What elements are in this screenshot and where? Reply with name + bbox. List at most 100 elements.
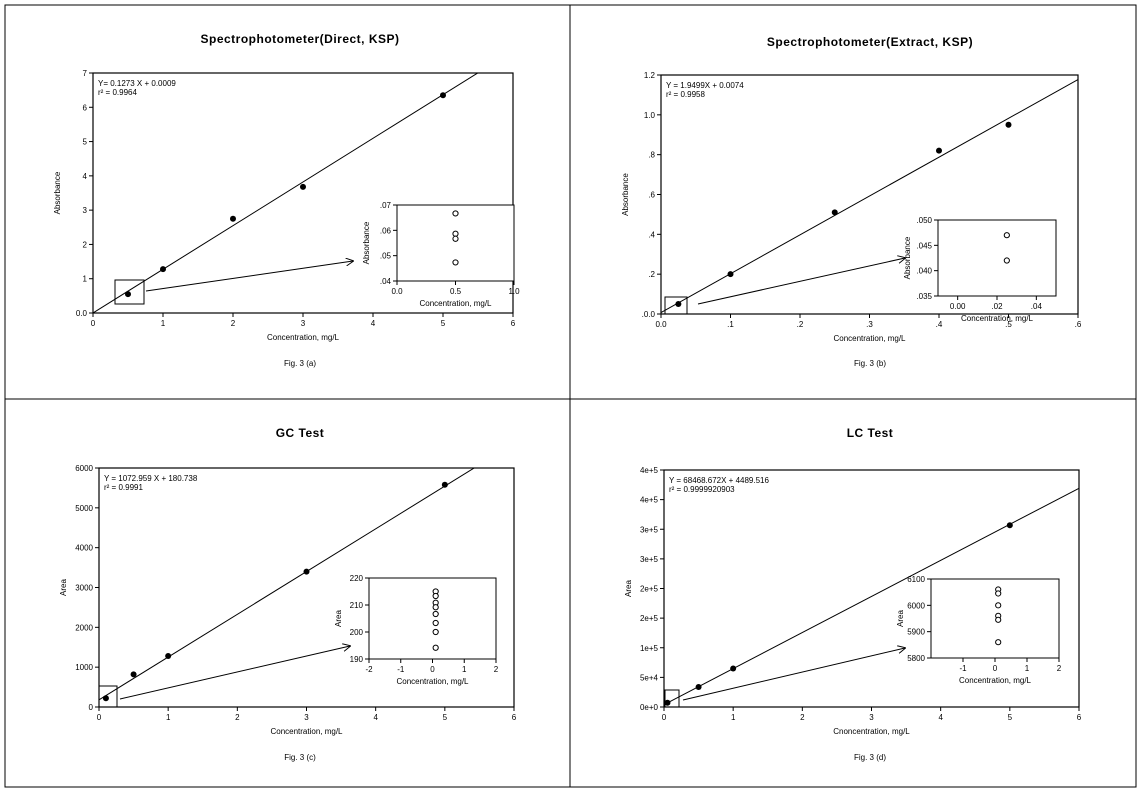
inset-background <box>369 578 496 659</box>
x-tick-label: 6 <box>511 319 516 328</box>
y-tick-label: 1 <box>83 275 88 284</box>
inset-y-tick-label: 6000 <box>907 601 925 610</box>
inset-x-tick-label: 1 <box>1025 664 1030 673</box>
y-tick-label: 3 <box>83 206 88 215</box>
inset-data-point <box>432 628 439 636</box>
y-tick-label: .2 <box>648 270 655 279</box>
zoom-arrow <box>145 261 353 292</box>
x-axis-label: Concentration, mg/L <box>267 333 340 342</box>
inset-x-tick-label: -2 <box>365 665 373 674</box>
zoom-box <box>664 689 680 708</box>
x-tick-label: 2 <box>235 713 240 722</box>
y-tick-label: 2000 <box>75 623 93 632</box>
data-point <box>695 683 702 690</box>
data-point <box>936 147 942 154</box>
data-point <box>730 665 737 672</box>
figure-caption: Fig. 3 (b) <box>854 359 886 368</box>
y-axis-label: Absorbance <box>53 171 62 214</box>
inset-x-tick-label: .02 <box>991 302 1003 311</box>
inset-data-point <box>995 602 1002 609</box>
inset-data-point <box>452 230 459 237</box>
y-tick-label: 4e+5 <box>640 466 659 475</box>
zoom-arrow <box>697 258 905 305</box>
regression-equation: Y = 1.9499X + 0.0074 <box>666 81 744 90</box>
inset-data-point <box>432 604 439 611</box>
data-point <box>675 301 682 308</box>
data-point <box>664 699 671 706</box>
x-tick-label: .5 <box>1005 320 1012 329</box>
y-axis-label: Area <box>59 579 68 596</box>
zoom-box <box>114 279 145 305</box>
r-squared-label: r² = 0.9999920903 <box>669 485 735 494</box>
y-tick-label: 6 <box>83 103 88 112</box>
inset-plot: -1 0 1 2 5800 5900 6000 6100 Concentration, mg/L… <box>896 575 1062 685</box>
data-point <box>727 271 734 278</box>
y-axis-label: Area <box>624 580 633 597</box>
y-tick-label: 3000 <box>75 584 93 593</box>
x-tick-label: 4 <box>371 319 376 328</box>
y-tick-label: .6 <box>648 191 655 200</box>
x-axis-label: Cnoncentration, mg/L <box>833 727 910 736</box>
inset-data-point <box>1003 232 1010 239</box>
x-tick-label: .2 <box>797 320 804 329</box>
y-tick-label: 7 <box>83 69 88 78</box>
x-tick-label: .1 <box>727 320 734 329</box>
inset-y-tick-label: .040 <box>916 267 932 276</box>
inset-x-tick-label: .04 <box>1031 302 1043 311</box>
chart-panel-d: LC Test Fig. 3 (d) 0 1 2 3 4 5 6 0e+0 5e+4 1e+5 2e+5… <box>624 426 1082 762</box>
regression-equation: Y = 68468.672X + 4489.516 <box>669 476 769 485</box>
inset-data-point <box>432 619 439 627</box>
inset-data-point <box>452 235 459 242</box>
y-tick-label: 4000 <box>75 544 93 553</box>
inset-background <box>397 205 514 281</box>
data-point <box>440 92 446 99</box>
x-tick-label: 5 <box>441 319 446 328</box>
inset-plot: 0.0 0.5 1.0 .04 .05 .06 .07 Concentration, mg/L… <box>362 201 520 308</box>
inset-x-tick-label: 0.5 <box>450 287 462 296</box>
inset-plot: -2 -1 0 1 2 190 200 210 220 Concentration, mg/L Ar… <box>334 574 499 686</box>
x-tick-label: 0.0 <box>655 320 667 329</box>
inset-x-tick-label: 2 <box>494 665 499 674</box>
inset-y-tick-label: .06 <box>380 226 392 235</box>
x-tick-label: 2 <box>800 713 805 722</box>
y-tick-label: 4 <box>83 172 88 181</box>
inset-x-axis-label: Concentration, mg/L <box>419 299 492 308</box>
data-point <box>1005 121 1012 128</box>
inset-y-tick-label: .045 <box>916 241 932 250</box>
chart-title: Spectrophotometer(Extract, KSP) <box>767 35 973 49</box>
inset-data-point <box>452 259 459 266</box>
y-tick-label: 5e+4 <box>640 673 659 682</box>
y-tick-label: 1000 <box>75 663 93 672</box>
inset-x-tick-label: 1.0 <box>508 287 520 296</box>
inset-y-tick-label: 210 <box>350 601 364 610</box>
chart-panel-b: Spectrophotometer(Extract, KSP) Fig. 3 (b… <box>621 35 1082 368</box>
x-axis-label: Concentration, mg/L <box>833 334 906 343</box>
x-tick-label: 6 <box>512 713 517 722</box>
figure-caption: Fig. 3 (a) <box>284 359 316 368</box>
x-tick-label: 5 <box>1008 713 1013 722</box>
r-squared-label: r² = 0.9991 <box>104 483 143 492</box>
x-tick-label: 3 <box>304 713 309 722</box>
inset-data-point <box>995 639 1002 646</box>
inset-x-tick-label: 0 <box>430 665 435 674</box>
inset-y-axis-label: Absorbance <box>362 221 371 264</box>
inset-x-tick-label: 0 <box>993 664 998 673</box>
r-squared-label: r² = 0.9964 <box>98 88 137 97</box>
zoom-arrow <box>682 648 905 701</box>
y-tick-label: .8 <box>648 151 655 160</box>
inset-y-tick-label: .05 <box>380 252 392 261</box>
inset-data-point <box>432 592 439 600</box>
zoom-box <box>98 685 118 708</box>
data-point <box>102 695 109 702</box>
x-tick-label: .4 <box>936 320 943 329</box>
y-tick-label: 1e+5 <box>640 644 659 653</box>
y-axis-label: Absorbance <box>621 173 630 216</box>
inset-background <box>931 579 1059 658</box>
inset-y-tick-label: .07 <box>380 201 392 210</box>
x-tick-label: 1 <box>731 713 736 722</box>
inset-x-tick-label: 0.0 <box>391 287 403 296</box>
y-tick-label: .4 <box>648 230 655 239</box>
inset-data-point <box>452 210 459 217</box>
